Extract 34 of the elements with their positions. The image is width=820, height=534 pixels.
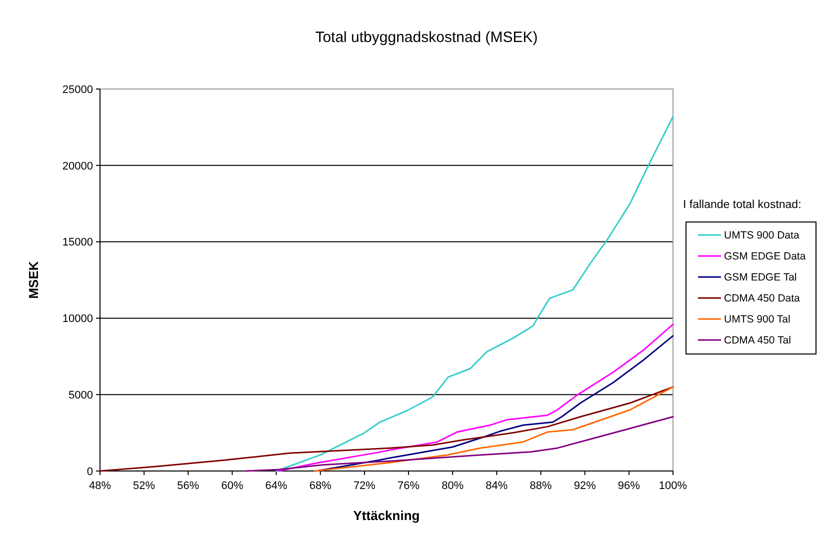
x-tick-label: 84% xyxy=(486,480,508,492)
x-tick-label: 48% xyxy=(88,480,112,492)
legend-label: CDMA 450 Data xyxy=(724,292,800,305)
line-series xyxy=(276,116,674,472)
y-tick-label: 15000 xyxy=(62,236,93,249)
x-axis-title: Yttäckning xyxy=(353,508,420,523)
chart-title: Total utbyggnadskostnad (MSEK) xyxy=(315,29,538,46)
legend-label: CDMA 450 Tal xyxy=(724,334,791,347)
x-tick-label: 60% xyxy=(221,480,244,492)
legend-label: UMTS 900 Tal xyxy=(724,314,790,326)
line-series xyxy=(314,386,674,472)
x-tick-label: 80% xyxy=(442,480,464,492)
x-tick-label: 96% xyxy=(618,480,640,492)
legend-title: I fallande total kostnad: xyxy=(683,199,802,211)
x-tick-label: 72% xyxy=(353,480,376,492)
line-series xyxy=(244,416,674,472)
y-tick-label: 0 xyxy=(86,466,93,478)
x-tick-label: 88% xyxy=(530,480,552,492)
x-tick-label: 52% xyxy=(133,480,156,492)
legend-label: GSM EDGE Data xyxy=(724,250,806,263)
y-axis-title: MSEK xyxy=(26,260,41,299)
x-tick-label: 64% xyxy=(265,480,288,492)
y-tick-label: 5000 xyxy=(68,389,93,402)
x-tick-label: 92% xyxy=(574,480,596,492)
x-tick-label: 76% xyxy=(398,480,420,492)
legend-label: UMTS 900 Data xyxy=(724,230,800,242)
x-tick-label: 100% xyxy=(658,480,688,492)
x-tick-label: 68% xyxy=(309,480,332,492)
y-tick-label: 10000 xyxy=(62,313,93,326)
legend-label: GSM EDGE Tal xyxy=(724,272,797,284)
x-tick-label: 56% xyxy=(177,480,200,492)
y-tick-label: 20000 xyxy=(62,160,93,172)
line-series xyxy=(278,324,674,472)
y-tick-label: 25000 xyxy=(62,84,93,96)
